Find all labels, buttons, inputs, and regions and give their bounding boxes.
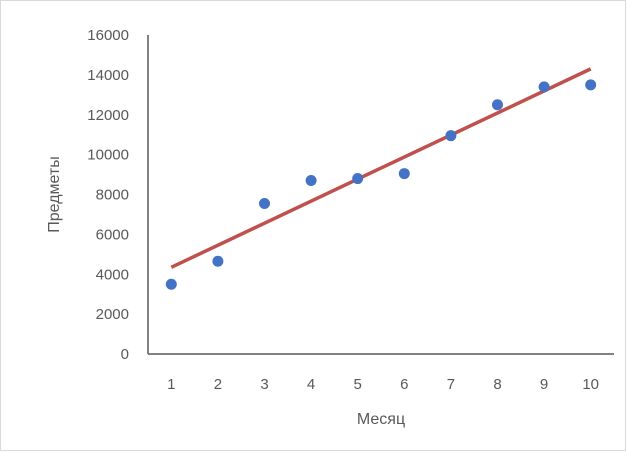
data-point <box>445 130 457 142</box>
data-point <box>212 255 224 267</box>
x-tick-label: 8 <box>493 376 501 393</box>
x-tick-label: 5 <box>354 376 362 393</box>
x-tick-label: 4 <box>307 376 315 393</box>
trendline <box>170 67 592 269</box>
x-tick-label: 10 <box>582 376 599 393</box>
y-tick-label: 10000 <box>87 147 129 164</box>
y-tick-label: 6000 <box>96 226 129 243</box>
data-point <box>259 197 270 209</box>
data-point <box>305 175 317 187</box>
data-point <box>398 168 410 180</box>
y-axis-tick-labels: 0 2000 4000 6000 8000 10000 12000 14000 16000 <box>87 27 129 363</box>
data-point <box>538 81 550 93</box>
y-tick-label: 8000 <box>96 187 129 204</box>
x-tick-label: 7 <box>447 376 455 393</box>
data-point <box>492 99 503 111</box>
y-tick-label: 0 <box>121 346 129 363</box>
data-point <box>585 79 597 91</box>
y-tick-label: 14000 <box>87 67 129 84</box>
x-tick-label: 2 <box>214 376 222 393</box>
x-tick-label: 3 <box>260 376 268 393</box>
x-tick-label: 1 <box>167 376 175 393</box>
y-tick-label: 4000 <box>96 266 129 283</box>
trendline-series <box>170 67 592 269</box>
x-axis-tick-labels: 1 2 3 4 5 6 7 8 9 10 <box>167 376 599 393</box>
data-point <box>165 278 177 290</box>
x-axis-title: Месяц <box>357 411 405 428</box>
y-tick-label: 16000 <box>87 27 129 44</box>
x-tick-label: 6 <box>400 376 408 393</box>
y-axis-title: Предметы <box>46 156 63 232</box>
data-points-series <box>165 79 597 290</box>
x-tick-label: 9 <box>540 376 548 393</box>
y-tick-label: 2000 <box>96 306 129 323</box>
data-point <box>352 173 364 185</box>
y-tick-label: 12000 <box>87 107 129 124</box>
